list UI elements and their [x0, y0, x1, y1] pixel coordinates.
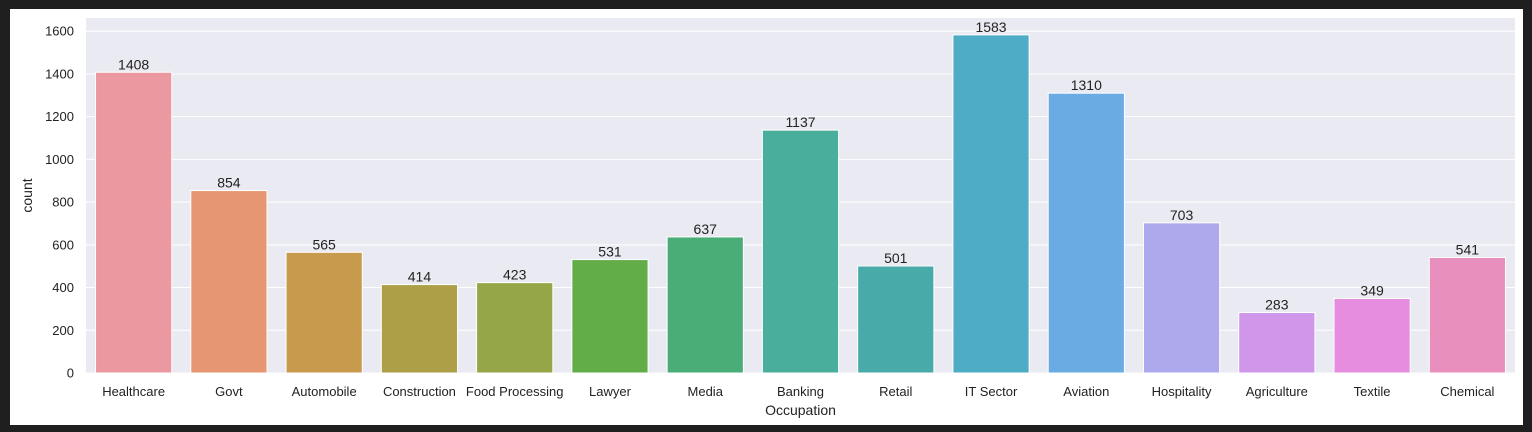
y-tick-label: 1600 — [45, 24, 74, 39]
bar — [571, 259, 649, 374]
bar-value-label: 414 — [408, 269, 432, 285]
bar-value-label: 1583 — [975, 19, 1006, 35]
bar — [1238, 312, 1316, 374]
y-tick-label: 1200 — [45, 109, 74, 124]
x-axis-label: Occupation — [765, 402, 836, 418]
bar — [285, 251, 363, 374]
bar-value-label: 501 — [884, 250, 908, 266]
x-tick-label: Construction — [383, 384, 456, 399]
x-tick-label: Chemical — [1440, 384, 1494, 399]
bar — [1047, 92, 1125, 374]
y-tick-label: 1400 — [45, 66, 74, 81]
bar-value-label: 703 — [1170, 207, 1194, 223]
bar-value-label: 423 — [503, 267, 527, 283]
x-tick-label: Aviation — [1063, 384, 1109, 399]
bar — [666, 236, 744, 374]
x-tick-label: Food Processing — [466, 384, 564, 399]
y-tick-label: 0 — [67, 366, 74, 381]
bars — [95, 34, 1506, 374]
x-tick-label: Textile — [1354, 384, 1391, 399]
bar-value-labels: 1408 854 565 414 423 531 637 1137 501 1583 1310 703… — [118, 19, 1479, 313]
bar — [476, 282, 554, 374]
x-tick-label: Automobile — [292, 384, 357, 399]
y-tick-label: 200 — [52, 323, 74, 338]
x-tick-label: Agriculture — [1246, 384, 1308, 399]
y-tick-label: 600 — [52, 237, 74, 252]
bar — [95, 71, 173, 374]
x-axis-ticks: Healthcare Govt Automobile Construction Food… — [102, 384, 1494, 399]
bar-value-label: 1408 — [118, 56, 149, 72]
y-tick-label: 400 — [52, 280, 74, 295]
bar — [1142, 222, 1221, 374]
y-axis-ticks: 0 200 400 600 800 1000 1200 1400 1600 — [45, 24, 74, 381]
bar — [857, 265, 935, 374]
x-tick-label: Lawyer — [589, 384, 632, 399]
bar-value-label: 349 — [1360, 282, 1384, 298]
bar-value-label: 565 — [312, 236, 336, 252]
bar-value-label: 854 — [217, 175, 241, 191]
x-tick-label: Govt — [215, 384, 243, 399]
bar-value-label: 541 — [1456, 241, 1480, 257]
y-tick-label: 800 — [52, 195, 74, 210]
x-tick-label: Media — [688, 384, 724, 399]
x-tick-label: Healthcare — [102, 384, 165, 399]
x-tick-label: Retail — [879, 384, 912, 399]
bar-value-label: 1137 — [785, 114, 815, 130]
occupation-count-bar-chart: 1408 854 565 414 423 531 637 1137 501 1583 1310 703… — [19, 18, 1515, 418]
bar — [952, 34, 1030, 374]
x-tick-label: Banking — [777, 384, 824, 399]
bar — [380, 284, 459, 374]
bar-value-label: 283 — [1265, 297, 1289, 313]
bar-value-label: 531 — [598, 244, 622, 260]
x-tick-label: IT Sector — [965, 384, 1018, 399]
bar — [761, 129, 840, 374]
bar-value-label: 1310 — [1071, 77, 1102, 93]
bar — [190, 190, 268, 374]
y-tick-label: 1000 — [45, 152, 74, 167]
y-axis-label: count — [19, 178, 35, 212]
bar — [1333, 297, 1411, 374]
bar — [1428, 256, 1506, 374]
chart-figure: 1408 854 565 414 423 531 637 1137 501 1583 1310 703… — [10, 9, 1523, 425]
bar-value-label: 637 — [694, 221, 718, 237]
x-tick-label: Hospitality — [1152, 384, 1212, 399]
